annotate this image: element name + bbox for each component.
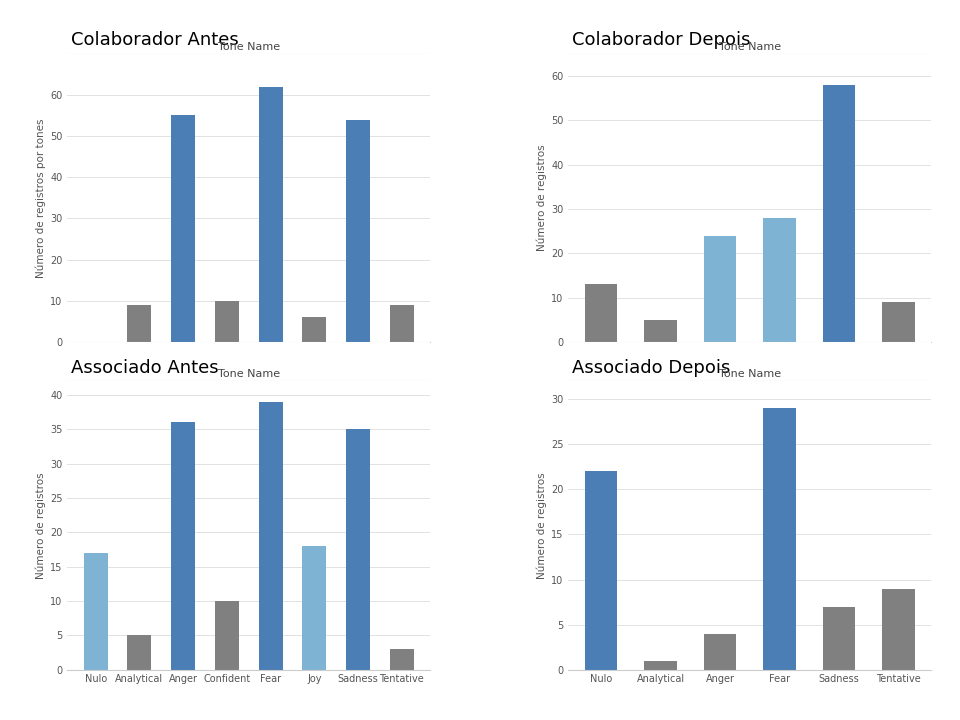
Bar	[882, 588, 915, 670]
Bar	[171, 423, 195, 670]
Title: Tone Name: Tone Name	[719, 42, 780, 52]
Bar	[258, 402, 282, 670]
Bar	[763, 218, 796, 342]
Bar	[171, 115, 195, 342]
Bar	[644, 660, 677, 670]
Text: Associado Depois: Associado Depois	[572, 359, 731, 377]
Bar	[823, 606, 855, 670]
Bar	[763, 408, 796, 670]
Bar	[215, 601, 239, 670]
Title: Tone Name: Tone Name	[719, 369, 780, 379]
Bar	[258, 86, 282, 342]
Y-axis label: Número de registros: Número de registros	[537, 145, 547, 251]
Bar	[585, 472, 617, 670]
Bar	[128, 305, 152, 342]
Text: Associado Antes: Associado Antes	[71, 359, 219, 377]
Bar	[302, 318, 326, 342]
Title: Tone Name: Tone Name	[218, 42, 279, 52]
Y-axis label: Número de registros: Número de registros	[536, 472, 546, 579]
Bar	[823, 85, 855, 342]
Y-axis label: Número de registros: Número de registros	[36, 472, 46, 579]
Bar	[390, 305, 414, 342]
Bar	[704, 634, 736, 670]
Bar	[390, 649, 414, 670]
Bar	[215, 301, 239, 342]
Y-axis label: Número de registros por tones: Número de registros por tones	[36, 118, 46, 278]
Bar	[302, 546, 326, 670]
Text: Colaborador Antes: Colaborador Antes	[71, 31, 239, 49]
Text: Colaborador Depois: Colaborador Depois	[572, 31, 751, 49]
Bar	[346, 120, 370, 342]
Bar	[644, 320, 677, 342]
Title: Tone Name: Tone Name	[218, 369, 279, 379]
Bar	[585, 284, 617, 342]
Bar	[84, 553, 108, 670]
Bar	[128, 635, 152, 670]
Bar	[346, 429, 370, 670]
Bar	[704, 235, 736, 342]
Bar	[882, 302, 915, 342]
